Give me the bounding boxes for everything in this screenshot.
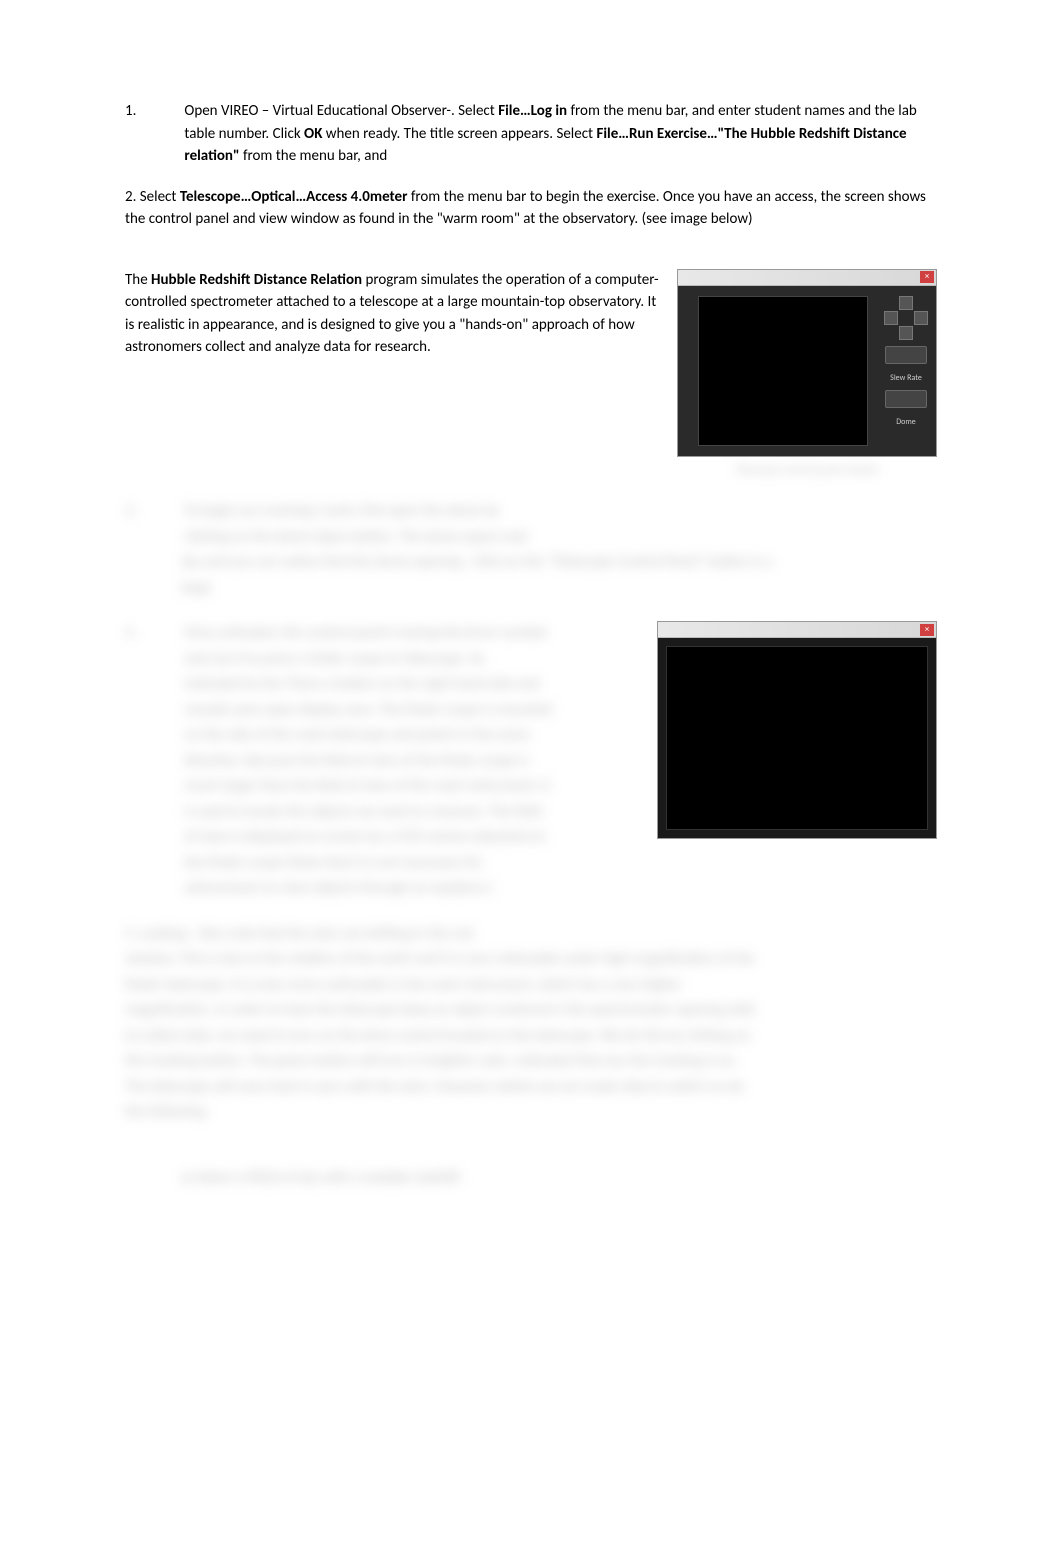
sim-window-1: × Slew Rate Dome <box>677 269 937 457</box>
sim-close-icon-2: × <box>920 624 934 636</box>
step-3-line-2: clicking on the dome Open button. The do… <box>184 528 526 546</box>
sim-titlebar-1: × <box>678 270 936 286</box>
step-3-number: 3. <box>125 499 181 525</box>
sim-close-icon-1: × <box>920 271 934 283</box>
simulator-image-1: × Slew Rate Dome Telescope <box>677 269 937 480</box>
dpad-right-icon <box>914 311 928 325</box>
simulator-image-2: × <box>657 621 937 839</box>
sim-label-dome: Dome <box>896 416 916 428</box>
sim-body-2 <box>658 638 936 838</box>
sim-window-2: × <box>657 621 937 839</box>
step-4-line-8: is used to locate the objects we want to… <box>184 803 541 821</box>
sim-dpad <box>884 296 928 340</box>
step-4-line-11: astronomers to view objects through an e… <box>184 879 492 897</box>
step-5-line-4: magnification. In order to have the tele… <box>125 1001 756 1019</box>
sim-controls-1: Slew Rate Dome <box>884 296 928 428</box>
dpad-down-icon <box>899 326 913 340</box>
step-1-bold-2: OK <box>304 125 322 143</box>
step-4-line-4: visually seen open display area. The fin… <box>184 701 551 719</box>
sim-titlebar-2: × <box>658 622 936 638</box>
intro-bold-1: Hubble Redshift Distance Relation <box>151 271 362 289</box>
step-5-line-1: 5. Looking - Also note that the stars ar… <box>125 925 473 943</box>
step-3-line-3: sky and you can notice that the dome ope… <box>181 553 772 571</box>
dpad-left-icon <box>884 311 898 325</box>
step-4-line-7: much larger than the field of view of th… <box>184 777 549 795</box>
step-2-bold-1: Telescope…Optical…Access 4.0meter <box>180 188 408 206</box>
sub-step-a-redacted: a) Select a FIELD of sky with a notable … <box>181 1166 937 1192</box>
sub-step-a-line: a) Select a FIELD of sky with a notable … <box>181 1169 460 1187</box>
step-4-line-9: of view is displayed on screen by a CCD … <box>184 828 546 846</box>
step-4-redacted: 4. Once activated, the control panel's h… <box>125 621 639 902</box>
sim-slew-button <box>885 346 927 364</box>
step-1-number: 1. <box>125 100 181 123</box>
step-5-line-2: window. This is due to the rotation of t… <box>125 950 755 968</box>
step-5-line-8: the following: <box>125 1103 209 1121</box>
step-4-line-5: on the side of the main telescope and po… <box>184 726 529 744</box>
step-1-bold-1: File…Log in <box>498 102 567 120</box>
intro-text: The Hubble Redshift Distance Relation pr… <box>125 269 659 359</box>
step-4-number: 4. <box>125 621 181 647</box>
step-4-line-6: direction. Because the field of view of … <box>184 752 528 770</box>
step-1: 1. Open VIREO – Virtual Educational Obse… <box>125 100 937 168</box>
sim-caption-1: Telescope control panel window <box>677 461 937 480</box>
step-3-line-4: large <box>181 579 211 597</box>
intro-text-a: The <box>125 271 151 289</box>
step-5-redacted: 5. Looking - Also note that the stars ar… <box>125 922 937 1126</box>
step-4-line-3: indicated by the There a button on the r… <box>184 675 539 693</box>
sim-label-slew: Slew Rate <box>890 372 922 384</box>
step-5-line-5: to collect data, we need to turn on the … <box>125 1027 751 1045</box>
step-3-content: To begin our evening's work, first open … <box>184 499 924 550</box>
step-2-text-a: 2. Select <box>125 188 180 206</box>
sim-body-1: Slew Rate Dome <box>678 286 936 456</box>
step-1-text-d: from the menu bar, and <box>240 147 388 165</box>
step-1-content: Open VIREO – Virtual Educational Observe… <box>184 100 924 168</box>
step-3-line-1: To begin our evening's work, first open … <box>184 502 499 520</box>
dpad-up-icon <box>899 296 913 310</box>
sim-viewport-1 <box>698 296 868 446</box>
step-4-row: 4. Once activated, the control panel's h… <box>125 621 937 902</box>
step-5-line-6: the tracking button. The green button wi… <box>125 1052 738 1070</box>
step-4-line-2: and use it to press a Order scope to Tel… <box>184 650 484 668</box>
intro-row: The Hubble Redshift Distance Relation pr… <box>125 269 937 480</box>
sim-viewport-2 <box>666 646 928 830</box>
step-1-text-c: when ready. The title screen appears. Se… <box>322 125 596 143</box>
step-5-line-3: finder telescope. It is even more notice… <box>125 976 681 994</box>
sim-dome-button <box>885 390 927 408</box>
step-3-redacted: 3. To begin our evening's work, first op… <box>125 499 937 601</box>
step-5-line-7: The telescope will now track in sync wit… <box>125 1078 744 1096</box>
step-4-line-10: the finder scope (Note that it is not ne… <box>184 854 482 872</box>
step-2: 2. Select Telescope…Optical…Access 4.0me… <box>125 186 937 231</box>
step-1-text-a: Open VIREO – Virtual Educational Observe… <box>184 102 498 120</box>
step-4-line-1: Once activated, the control panel's havi… <box>184 624 548 642</box>
